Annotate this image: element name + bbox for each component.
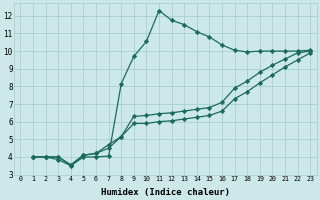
X-axis label: Humidex (Indice chaleur): Humidex (Indice chaleur) bbox=[101, 188, 230, 197]
